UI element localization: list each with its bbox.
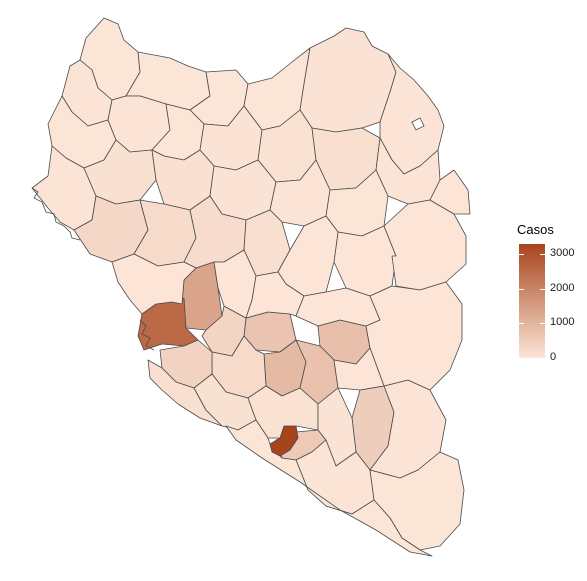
lake-outline [411, 117, 425, 131]
coastline-detail [139, 319, 155, 351]
legend-tick-mark [540, 288, 545, 290]
legend-tick-mark [519, 358, 524, 359]
coastline-detail [31, 187, 81, 241]
map-region [225, 419, 433, 557]
legend-tick-mark [519, 288, 524, 290]
legend-tick-label: 3000 [550, 247, 575, 260]
legend-tick-label: 1000 [550, 316, 575, 329]
legend-tick-mark [540, 358, 545, 359]
map-region [333, 225, 397, 297]
legend-tick-mark [540, 323, 545, 325]
legend-tick-label: 0 [550, 351, 557, 363]
map-region [245, 271, 305, 319]
map-region [383, 199, 467, 291]
map-region [277, 215, 339, 297]
map-region [365, 281, 463, 391]
legend-tick-mark [519, 323, 524, 325]
legend-color-bar [519, 244, 545, 358]
legend-tick-mark [540, 254, 545, 256]
map-region [333, 347, 385, 391]
legend-tick-label: 2000 [550, 281, 575, 294]
legend-title: Casos [517, 222, 554, 237]
map-region [429, 169, 471, 215]
legend-tick-mark [519, 254, 524, 256]
map-region [111, 253, 197, 315]
legend: Casos 0 1000 2000 3000 [514, 222, 584, 372]
